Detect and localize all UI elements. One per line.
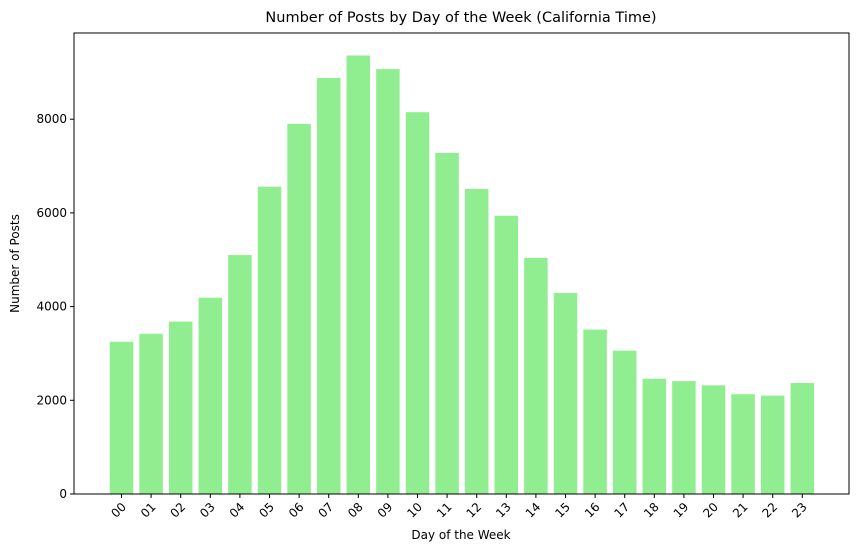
bar-03	[198, 297, 223, 494]
x-tick-label: 14	[523, 500, 544, 521]
bar-02	[168, 321, 193, 494]
x-tick-label: 21	[730, 500, 751, 521]
x-tick-label: 00	[108, 500, 129, 521]
bar-14	[524, 257, 548, 494]
x-tick-label: 10	[404, 500, 425, 521]
x-tick-label: 15	[552, 500, 573, 521]
x-tick-label: 16	[582, 500, 603, 521]
bar-20	[701, 385, 726, 494]
x-tick-label: 13	[493, 500, 514, 521]
bar-06	[287, 123, 311, 494]
x-axis: 00 01 02 03 04 05 06 07 08 09 10 11 12 13 14 15 16 17 18 19…	[108, 494, 810, 521]
y-axis-label: Number of Posts	[8, 214, 22, 313]
x-tick-label: 22	[760, 500, 781, 521]
bar-15	[553, 293, 578, 494]
bars-group	[109, 55, 815, 495]
y-tick-label: 4000	[36, 300, 67, 314]
x-tick-label: 01	[138, 500, 159, 521]
bar-12	[464, 189, 489, 494]
x-tick-label: 02	[168, 500, 189, 521]
bar-04	[228, 255, 252, 494]
bar-23	[790, 382, 815, 494]
bar-21	[731, 394, 755, 494]
x-tick-label: 20	[700, 500, 721, 521]
x-tick-label: 08	[345, 500, 366, 521]
y-tick-label: 6000	[36, 206, 67, 220]
bar-10	[405, 112, 430, 495]
x-tick-label: 05	[256, 500, 277, 521]
x-tick-label: 09	[375, 500, 396, 521]
plot-frame	[73, 32, 850, 495]
bar-00	[109, 341, 134, 494]
x-tick-label: 07	[316, 500, 337, 521]
bar-05	[257, 186, 282, 495]
chart-title: Number of Posts by Day of the Week (Cali…	[265, 10, 656, 26]
y-axis: 0 2000 4000 6000 8000	[36, 112, 74, 501]
x-tick-label: 11	[434, 500, 455, 521]
x-tick-label: 19	[671, 500, 692, 521]
bar-19	[672, 381, 696, 494]
y-tick-label: 8000	[36, 112, 67, 126]
x-tick-label: 18	[641, 500, 662, 521]
x-tick-label: 17	[612, 500, 633, 521]
bar-07	[316, 77, 341, 494]
x-tick-label: 04	[227, 500, 248, 521]
bar-11	[435, 152, 459, 494]
bar-16	[583, 329, 607, 494]
bar-18	[642, 378, 667, 494]
y-tick-label: 0	[59, 487, 67, 501]
x-tick-label: 06	[286, 500, 307, 521]
bar-01	[139, 333, 163, 494]
bar-22	[760, 395, 785, 494]
x-axis-label: Day of the Week	[411, 528, 510, 542]
y-tick-label: 2000	[36, 393, 67, 407]
bar-09	[376, 69, 400, 494]
bar-17	[612, 350, 637, 494]
x-tick-label: 03	[197, 500, 218, 521]
x-tick-label: 12	[464, 500, 485, 521]
bar-13	[494, 215, 519, 494]
bar-08	[346, 55, 371, 495]
x-tick-label: 23	[789, 500, 810, 521]
